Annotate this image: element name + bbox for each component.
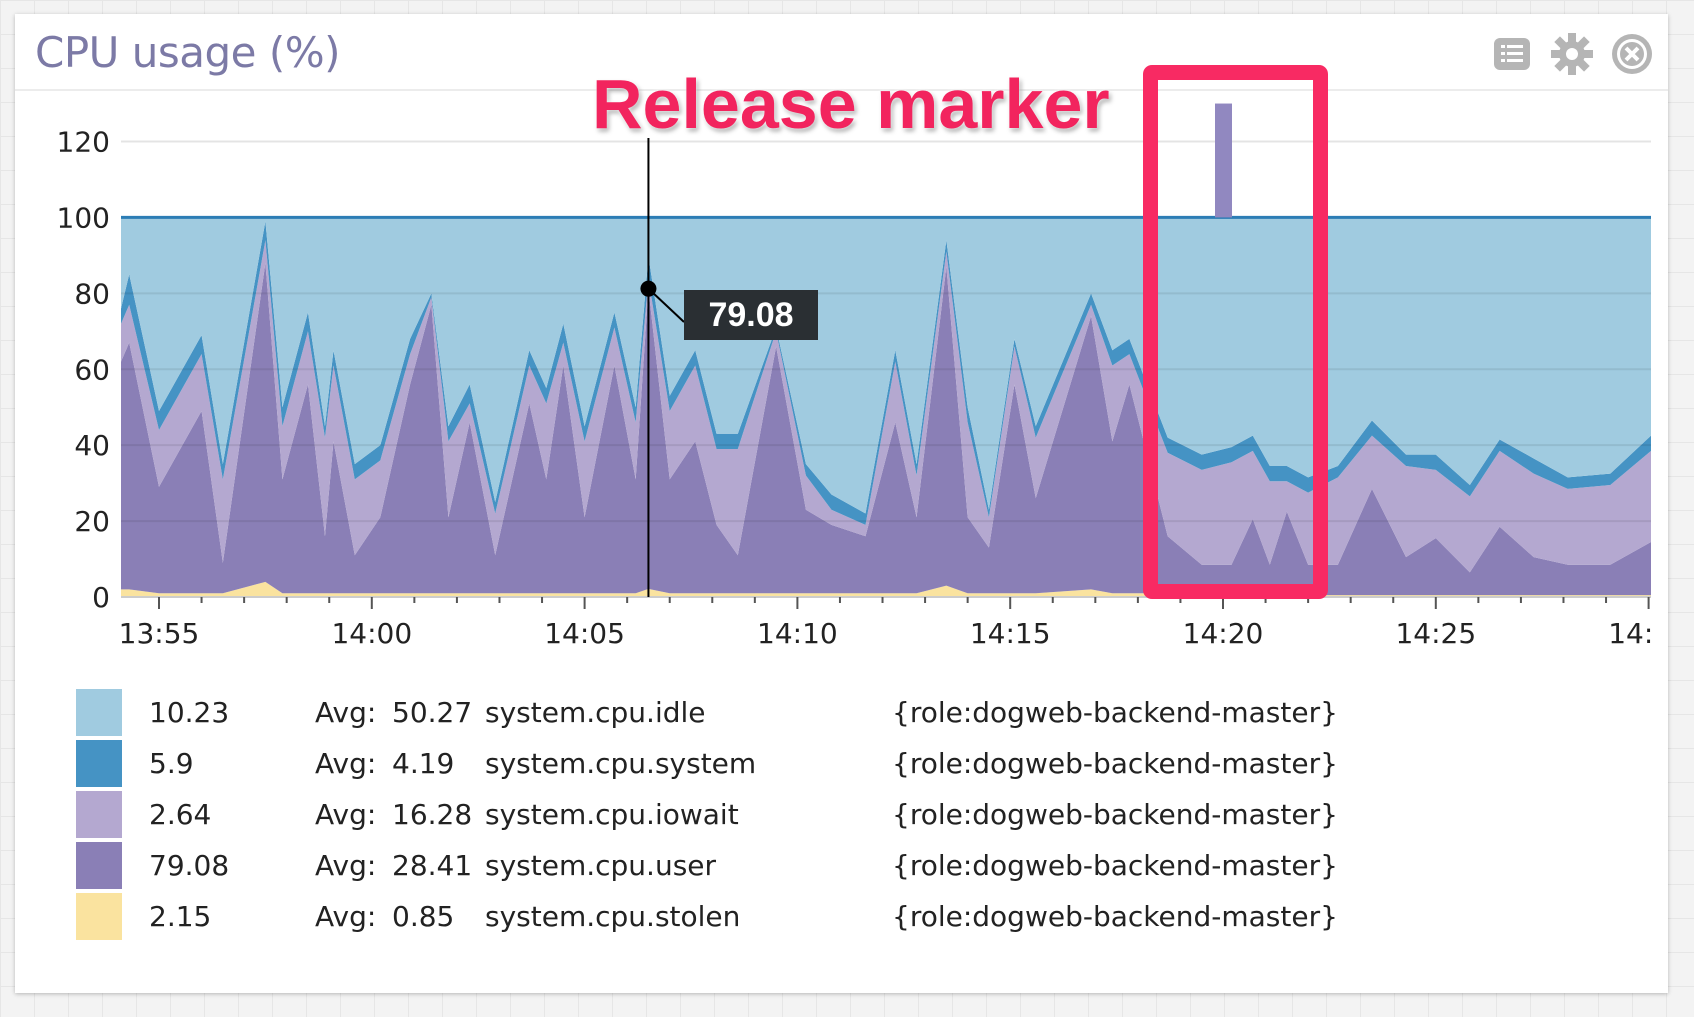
legend-metric: system.cpu.stolen <box>485 900 741 933</box>
legend-row-stolen[interactable]: 2.15 Avg: 0.85 system.cpu.stolen {role:d… <box>76 892 1376 943</box>
legend-value: 5.9 <box>149 747 194 780</box>
x-tick-label: 13:55 <box>119 617 200 650</box>
legend-avg: 50.27 <box>392 696 473 729</box>
x-tick-labels: 13:55 14:00 14:05 14:10 14:15 14:20 14:25 14:30 <box>119 617 1689 650</box>
x-tick-label: 14:15 <box>970 617 1051 650</box>
release-marker-highlight-box <box>1143 65 1328 599</box>
legend-avg: 4.19 <box>392 747 455 780</box>
close-circle-icon[interactable] <box>1610 32 1654 76</box>
area-system-cpu-user <box>121 262 1651 596</box>
legend-row-user[interactable]: 79.08 Avg: 28.41 system.cpu.user {role:d… <box>76 841 1376 892</box>
gear-icon[interactable] <box>1550 32 1594 76</box>
tooltip-connector <box>647 287 685 323</box>
area-system-cpu-idle <box>121 217 1651 514</box>
y-tick-label: 100 <box>57 201 110 234</box>
y-tick-label: 0 <box>92 581 110 614</box>
list-icon[interactable] <box>1490 32 1534 76</box>
legend-value: 79.08 <box>149 849 230 882</box>
y-tick-label: 80 <box>74 277 110 310</box>
y-tick-label: 20 <box>74 505 110 538</box>
legend-avg-label: Avg: <box>315 849 377 882</box>
legend-swatch <box>76 842 122 889</box>
x-tick-label: 14:25 <box>1395 617 1476 650</box>
header-divider <box>15 89 1668 91</box>
y-tick-label: 40 <box>74 429 110 462</box>
legend-metric: system.cpu.idle <box>485 696 706 729</box>
x-tick-label: 14:00 <box>331 617 412 650</box>
widget-title: CPU usage (%) <box>35 28 341 77</box>
release-marker-label: Release marker <box>592 65 1110 143</box>
x-tick-label: 14:20 <box>1183 617 1264 650</box>
legend-metric: system.cpu.system <box>485 747 757 780</box>
legend-avg-label: Avg: <box>315 900 377 933</box>
legend-avg-label: Avg: <box>315 798 377 831</box>
legend-swatch <box>76 740 122 787</box>
legend-tag: {role:dogweb-backend-master} <box>892 849 1338 882</box>
legend: 10.23 Avg: 50.27 system.cpu.idle {role:d… <box>76 688 1376 943</box>
legend-row-system[interactable]: 5.9 Avg: 4.19 system.cpu.system {role:do… <box>76 739 1376 790</box>
legend-avg: 16.28 <box>392 798 473 831</box>
legend-swatch <box>76 791 122 838</box>
area-system-cpu-iowait <box>121 240 1651 573</box>
legend-avg: 0.85 <box>392 900 455 933</box>
x-tick-label: 14:30 <box>1608 617 1689 650</box>
x-tick-label: 14:05 <box>544 617 625 650</box>
legend-tag: {role:dogweb-backend-master} <box>892 696 1338 729</box>
legend-metric: system.cpu.user <box>485 849 717 882</box>
y-tick-label: 120 <box>57 126 110 159</box>
legend-tag: {role:dogweb-backend-master} <box>892 900 1338 933</box>
legend-avg-label: Avg: <box>315 747 377 780</box>
legend-tag: {role:dogweb-backend-master} <box>892 798 1338 831</box>
hover-point <box>640 280 657 297</box>
release-marker-bar <box>1215 103 1232 218</box>
legend-row-iowait[interactable]: 2.64 Avg: 16.28 system.cpu.iowait {role:… <box>76 790 1376 841</box>
legend-row-idle[interactable]: 10.23 Avg: 50.27 system.cpu.idle {role:d… <box>76 688 1376 739</box>
hover-tooltip: 79.08 <box>684 290 818 340</box>
legend-value: 2.15 <box>149 900 212 933</box>
legend-swatch <box>76 689 122 736</box>
legend-metric: system.cpu.iowait <box>485 798 739 831</box>
y-tick-label: 60 <box>74 353 110 386</box>
legend-value: 2.64 <box>149 798 212 831</box>
legend-swatch <box>76 893 122 940</box>
x-tick-label: 14:10 <box>757 617 838 650</box>
legend-avg: 28.41 <box>392 849 473 882</box>
legend-avg-label: Avg: <box>315 696 377 729</box>
legend-value: 10.23 <box>149 696 230 729</box>
legend-tag: {role:dogweb-backend-master} <box>892 747 1338 780</box>
